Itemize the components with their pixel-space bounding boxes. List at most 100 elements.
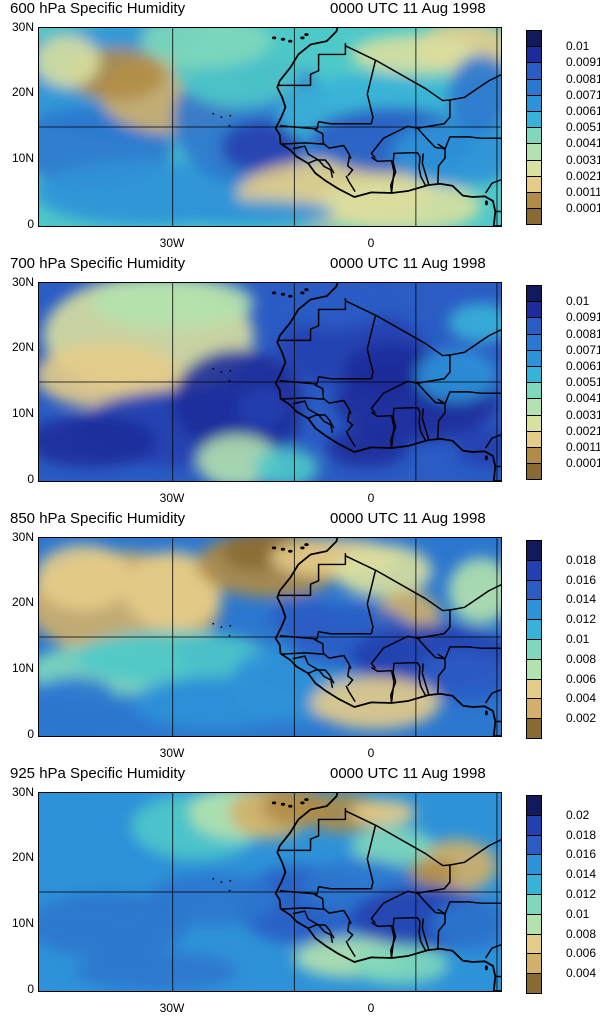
lon-label-30w: 30W bbox=[159, 746, 185, 760]
lon-label-0: 0 bbox=[367, 491, 375, 505]
colorbar-swatch bbox=[526, 430, 542, 448]
colorbar-swatch bbox=[526, 143, 542, 161]
colorbar-label: 0.002 bbox=[566, 711, 597, 726]
colorbar-swatch bbox=[526, 366, 542, 384]
colorbar-swatch bbox=[526, 111, 542, 129]
colorbar-label: 0.014 bbox=[566, 867, 597, 882]
lat-label-0: 0 bbox=[27, 982, 34, 996]
lat-label-20n: 20N bbox=[11, 85, 34, 99]
colorbar-swatch bbox=[526, 678, 542, 700]
humidity-contour-field bbox=[39, 793, 501, 991]
colorbar-swatch bbox=[526, 619, 542, 640]
colorbar-label: 0.0041 bbox=[566, 391, 600, 406]
colorbar-label: 0.0041 bbox=[566, 136, 600, 151]
humidity-map bbox=[38, 282, 502, 482]
colorbar-label: 0.0001 bbox=[566, 201, 600, 216]
colorbar-label: 0.008 bbox=[566, 651, 597, 666]
lat-label-30n: 30N bbox=[11, 530, 34, 544]
panel-title: 850 hPa Specific Humidity bbox=[10, 510, 186, 527]
humidity-contour-field bbox=[39, 28, 501, 226]
panel-600hpa: 600 hPa Specific Humidity 0000 UTC 11 Au… bbox=[0, 0, 600, 255]
colorbar-swatch bbox=[526, 698, 542, 720]
colorbar-label: 0.0071 bbox=[566, 342, 600, 357]
colorbar-label: 0.0021 bbox=[566, 423, 600, 438]
lat-label-10n: 10N bbox=[11, 151, 34, 165]
panel-title: 925 hPa Specific Humidity bbox=[10, 765, 186, 782]
colorbar-swatch bbox=[526, 718, 542, 739]
colorbar-label: 0.01 bbox=[566, 294, 590, 309]
colorbar-label: 0.012 bbox=[566, 612, 597, 627]
colorbar-label: 0.0061 bbox=[566, 359, 600, 373]
panel-title: 600 hPa Specific Humidity bbox=[10, 0, 186, 17]
panel-700hpa: 700 hPa Specific Humidity 0000 UTC 11 Au… bbox=[0, 255, 600, 510]
colorbar-swatch bbox=[526, 62, 542, 80]
lat-label-20n: 20N bbox=[11, 340, 34, 354]
colorbar-swatch bbox=[526, 795, 542, 816]
colorbar-swatch bbox=[526, 46, 542, 64]
colorbar-swatch bbox=[526, 953, 542, 975]
colorbar-label: 0.0061 bbox=[566, 104, 600, 118]
lon-label-30w: 30W bbox=[159, 236, 185, 250]
colorbar-swatch bbox=[526, 540, 542, 561]
panel-925hpa: 925 hPa Specific Humidity 0000 UTC 11 Au… bbox=[0, 765, 600, 1020]
lat-label-30n: 30N bbox=[11, 275, 34, 289]
colorbar-swatch bbox=[526, 94, 542, 112]
colorbar-label: 0.0091 bbox=[566, 55, 600, 70]
colorbar-swatch bbox=[526, 814, 542, 836]
colorbar-swatch bbox=[526, 208, 542, 226]
lat-label-30n: 30N bbox=[11, 20, 34, 34]
colorbar-label: 0.01 bbox=[566, 632, 590, 646]
lat-label-10n: 10N bbox=[11, 661, 34, 675]
lon-label-30w: 30W bbox=[159, 1001, 185, 1015]
colorbar-label: 0.0051 bbox=[566, 375, 600, 390]
colorbar-swatch bbox=[526, 127, 542, 145]
colorbar-swatch bbox=[526, 382, 542, 400]
colorbar-label: 0.0031 bbox=[566, 152, 600, 167]
colorbar-swatch bbox=[526, 834, 542, 856]
colorbar-label: 0.004 bbox=[566, 691, 597, 706]
colorbar-label: 0.004 bbox=[566, 966, 597, 981]
colorbar-swatch bbox=[526, 78, 542, 96]
humidity-contour-field bbox=[39, 283, 501, 481]
lon-label-30w: 30W bbox=[159, 491, 185, 505]
colorbar-swatch bbox=[526, 317, 542, 335]
colorbar-label: 0.0091 bbox=[566, 310, 600, 325]
colorbar-label: 0.014 bbox=[566, 592, 597, 607]
lat-label-20n: 20N bbox=[11, 595, 34, 609]
colorbar-label: 0.016 bbox=[566, 572, 597, 587]
colorbar-label: 0.016 bbox=[566, 847, 597, 862]
humidity-map bbox=[38, 27, 502, 227]
lat-label-20n: 20N bbox=[11, 850, 34, 864]
colorbar-swatch bbox=[526, 463, 542, 481]
colorbar-label: 0.02 bbox=[566, 807, 590, 822]
colorbar-label: 0.0011 bbox=[566, 185, 600, 199]
colorbar-swatch bbox=[526, 301, 542, 319]
panel-title: 700 hPa Specific Humidity bbox=[10, 255, 186, 272]
lat-label-10n: 10N bbox=[11, 916, 34, 930]
panel-time: 0000 UTC 11 Aug 1998 bbox=[330, 0, 486, 17]
colorbar-swatch bbox=[526, 973, 542, 994]
panel-time: 0000 UTC 11 Aug 1998 bbox=[330, 255, 486, 272]
colorbar-label: 0.012 bbox=[566, 887, 597, 901]
colorbar-swatch bbox=[526, 854, 542, 876]
colorbar-label: 0.0071 bbox=[566, 87, 600, 102]
lon-label-0: 0 bbox=[367, 236, 375, 250]
colorbar-swatch bbox=[526, 447, 542, 465]
colorbar-swatch bbox=[526, 159, 542, 177]
colorbar-label: 0.0001 bbox=[566, 456, 600, 471]
colorbar-swatch bbox=[526, 559, 542, 581]
colorbar-label: 0.006 bbox=[566, 946, 597, 961]
colorbar-swatch bbox=[526, 285, 542, 303]
colorbar-swatch bbox=[526, 398, 542, 416]
lat-label-0: 0 bbox=[27, 472, 34, 486]
lon-label-0: 0 bbox=[367, 1001, 375, 1015]
colorbar-swatch bbox=[526, 349, 542, 367]
colorbar-label: 0.0051 bbox=[566, 120, 600, 135]
colorbar-label: 0.006 bbox=[566, 671, 597, 686]
panel-time: 0000 UTC 11 Aug 1998 bbox=[330, 510, 486, 527]
humidity-contour-field bbox=[39, 538, 501, 736]
colorbar-swatch bbox=[526, 639, 542, 660]
colorbar-swatch bbox=[526, 933, 542, 955]
lat-label-0: 0 bbox=[27, 217, 34, 231]
colorbar-label: 0.0011 bbox=[566, 440, 600, 454]
